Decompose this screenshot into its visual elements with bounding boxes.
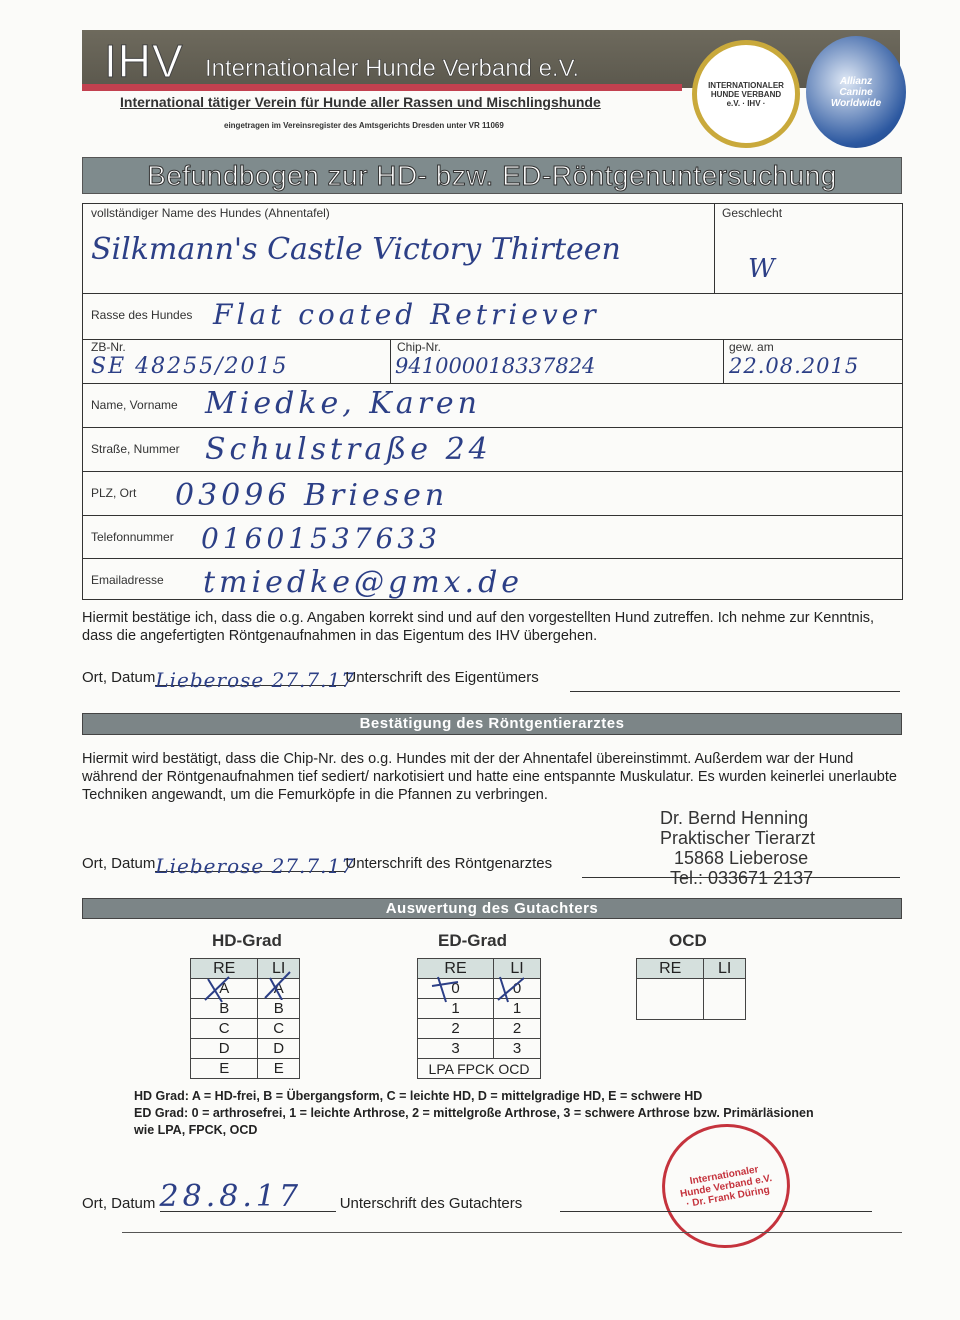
hd-cell[interactable]: B: [257, 998, 300, 1019]
ed-header-li: LI: [493, 958, 541, 979]
breed-label: Rasse des Hundes: [91, 308, 193, 322]
cross-mark-icon: [431, 976, 459, 1003]
bottom-divider: [122, 1232, 902, 1233]
evaluation-section-header: Auswertung des Gutachters: [82, 898, 902, 919]
hd-cell[interactable]: E: [257, 1058, 300, 1079]
dog-name-value: Silkmann's Castle Victory Thirteen: [91, 232, 621, 267]
owner-name-label: Name, Vorname: [91, 398, 178, 412]
cross-mark-icon: [264, 971, 291, 1000]
ocd-table: RE LI: [635, 958, 746, 1020]
ed-footer-cell[interactable]: LPA FPCK OCD: [417, 1058, 541, 1079]
hd-legend: HD Grad: A = HD-frei, B = Übergangsform,…: [134, 1089, 703, 1103]
globe-text: Allianz Canine Worldwide: [830, 75, 882, 109]
expert-signature-line: Ort, Datum 28.8.17 Unterschrift des Guta…: [82, 1182, 523, 1212]
street-value: Schulstraße 24: [205, 432, 492, 467]
zb-nr-label: ZB-Nr.: [91, 340, 126, 354]
vet-confirmation-text: Hiermit wird bestätigt, dass die Chip-Nr…: [82, 751, 897, 803]
ocd-cell-li[interactable]: [703, 978, 746, 1020]
phone-value: 01601537633: [201, 522, 441, 555]
born-label: gew. am: [729, 340, 774, 354]
street-label: Straße, Nummer: [91, 442, 180, 456]
dog-name-label: vollständiger Name des Hundes (Ahnentafe…: [91, 206, 330, 220]
hd-cell[interactable]: D: [189, 1038, 259, 1059]
ed-grade-title: ED-Grad: [438, 931, 507, 950]
ed-legend-cont: wie LPA, FPCK, OCD: [134, 1123, 258, 1137]
cross-mark-icon: [497, 976, 524, 1003]
hd-cell[interactable]: E: [189, 1058, 259, 1079]
city-value: 03096 Briesen: [175, 478, 449, 513]
owner-signature-label: Unterschrift des Eigentümers: [345, 669, 539, 686]
vet-section-header: Bestätigung des Röntgentierarztes: [82, 713, 902, 735]
expert-signature-label: Unterschrift des Gutachters: [339, 1195, 523, 1212]
hd-cell[interactable]: C: [257, 1018, 300, 1039]
globe-logo: Allianz Canine Worldwide: [806, 36, 906, 148]
vet-stamp-phone: Tel.: 033671 2137: [670, 868, 814, 888]
ed-cell[interactable]: 3: [493, 1038, 541, 1059]
place-date-label: Ort, Datum: [82, 669, 156, 686]
ed-legend: ED Grad: 0 = arthrosefrei, 1 = leichte A…: [134, 1106, 814, 1120]
owner-form: vollständiger Name des Hundes (Ahnentafe…: [82, 203, 903, 600]
ocd-header-re: RE: [635, 958, 705, 979]
email-value: tmiedke@gmx.de: [203, 565, 524, 600]
expert-place-date-value: 28.8.17: [159, 1182, 336, 1212]
ihv-seal-logo: INTERNATIONALER HUNDE VERBAND e.V. · IHV…: [692, 40, 800, 148]
vet-stamp: Dr. Bernd Henning Praktischer Tierarzt 1…: [660, 808, 815, 888]
vet-signature-label: Unterschrift des Röntgenarztes: [345, 855, 553, 872]
cross-mark-icon: [204, 976, 230, 1003]
ed-cell[interactable]: 2: [493, 1018, 541, 1039]
stamp-text: Internationaler Hunde Verband e.V. · Dr.…: [679, 1163, 773, 1210]
ocd-cell-re[interactable]: [635, 978, 705, 1020]
hd-header-re: RE: [189, 958, 259, 979]
hd-grade-title: HD-Grad: [212, 931, 282, 950]
expert-place-date-label: Ort, Datum: [82, 1195, 156, 1212]
chip-nr-label: Chip-Nr.: [397, 340, 442, 354]
ed-header-re: RE: [416, 958, 495, 979]
sex-label: Geschlecht: [722, 206, 783, 220]
ed-cell[interactable]: 3: [416, 1038, 495, 1059]
sex-value: W: [748, 254, 779, 284]
vet-stamp-address: 15868 Lieberose: [674, 848, 809, 868]
vet-signature-field[interactable]: [582, 877, 900, 878]
expert-signature-field[interactable]: [560, 1211, 872, 1212]
page-title: Befundbogen zur HD- bzw. ED-Röntgenunter…: [82, 157, 902, 194]
ocd-title: OCD: [669, 931, 707, 950]
ocd-header-li: LI: [703, 958, 746, 979]
vet-stamp-title: Praktischer Tierarzt: [660, 828, 816, 848]
org-subtitle: International tätiger Verein für Hunde a…: [120, 94, 601, 110]
vet-place-date-value: Lieberose 27.7.17: [155, 854, 355, 878]
header-stripe: [82, 84, 682, 91]
zb-nr-value: SE 48255/2015: [91, 354, 289, 379]
phone-label: Telefonnummer: [91, 530, 174, 544]
owner-signature-field[interactable]: [570, 691, 900, 692]
chip-nr-value: 941000018337824: [395, 354, 596, 378]
breed-value: Flat coated Retriever: [213, 298, 600, 331]
city-label: PLZ, Ort: [91, 486, 137, 500]
registration-note: eingetragen im Vereinsregister des Amtsg…: [224, 121, 504, 130]
legend-block: HD Grad: A = HD-frei, B = Übergangsform,…: [134, 1088, 934, 1139]
hd-cell[interactable]: C: [189, 1018, 259, 1039]
owner-confirmation-text: Hiermit bestätige ich, dass die o.g. Ang…: [82, 610, 875, 644]
vet-place-date-label: Ort, Datum: [82, 855, 156, 872]
vet-signature-line: Ort, DatumLieberose 27.7.17Unterschrift …: [82, 854, 553, 878]
born-value: 22.08.2015: [729, 354, 860, 378]
hd-cell[interactable]: D: [257, 1038, 300, 1059]
ed-cell[interactable]: 2: [416, 1018, 495, 1039]
vet-stamp-name: Dr. Bernd Henning: [660, 808, 809, 828]
owner-signature-line: Ort, DatumLieberose 27.7.17Unterschrift …: [82, 668, 539, 692]
email-label: Emailadresse: [91, 573, 164, 587]
seal-text: INTERNATIONALER HUNDE VERBAND e.V. · IHV…: [708, 80, 784, 108]
org-name: Internationaler Hunde Verband e.V.: [205, 55, 580, 83]
ihv-logo: IHV: [104, 35, 184, 88]
place-date-value: Lieberose 27.7.17: [155, 668, 355, 692]
owner-name-value: Miedke, Karen: [205, 386, 481, 421]
